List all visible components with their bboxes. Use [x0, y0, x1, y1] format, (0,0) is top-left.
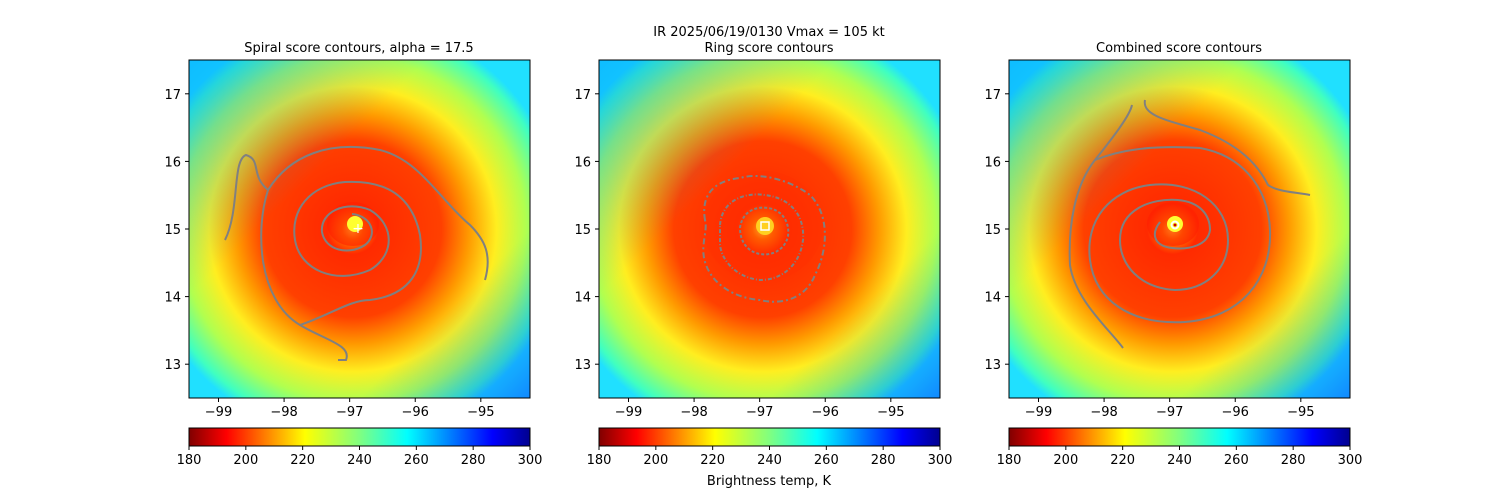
x-tick-label: −97 — [336, 405, 363, 420]
colorbar-tick-label: 220 — [700, 453, 725, 468]
colorbar-tick-label: 180 — [587, 453, 612, 468]
y-tick-label: 17 — [164, 88, 181, 103]
colorbar: 180 200 220 240 260 280 300 — [177, 427, 543, 468]
ring-contour-outer — [702, 174, 826, 303]
y-tick-label: 16 — [984, 155, 1001, 170]
x-tick-label: −98 — [1090, 405, 1117, 420]
panel-title: Ring score contours — [704, 41, 833, 56]
x-tick-label: −97 — [1156, 405, 1183, 420]
y-tick-label: 17 — [984, 88, 1001, 103]
x-axis: −99 −98 −97 −96 −95 — [615, 398, 905, 420]
y-tick-label: 16 — [574, 155, 591, 170]
combined-contour-outer — [1068, 99, 1311, 349]
colorbar-tick-label: 180 — [177, 453, 202, 468]
x-tick-label: −99 — [1025, 405, 1052, 420]
y-tick-label: 13 — [574, 358, 591, 373]
y-axis: 13 14 15 16 17 — [574, 88, 599, 373]
colorbar-tick-label: 200 — [1053, 453, 1078, 468]
ring-contour-middle — [719, 193, 805, 282]
y-tick-label: 15 — [164, 223, 181, 238]
ring-contour-inner — [738, 206, 790, 256]
x-tick-label: −96 — [1222, 405, 1249, 420]
colorbar-tick-label: 300 — [928, 453, 953, 468]
panel-title: Spiral score contours, alpha = 17.5 — [244, 41, 473, 56]
x-tick-label: −95 — [877, 405, 904, 420]
colorbar-tick-label: 220 — [1110, 453, 1135, 468]
x-axis: −99 −98 −97 −96 −95 — [1025, 398, 1315, 420]
colorbar-strip — [598, 427, 941, 447]
colorbar-tick-label: 280 — [871, 453, 896, 468]
colorbar-tick-label: 180 — [997, 453, 1022, 468]
colorbar-tick-label: 260 — [404, 453, 429, 468]
x-tick-label: −96 — [812, 405, 839, 420]
center-circle-marker-core — [1173, 223, 1177, 227]
colorbar-strip — [188, 427, 531, 447]
colorbar-tick-label: 260 — [1224, 453, 1249, 468]
colorbar-tick-label: 220 — [290, 453, 315, 468]
colorbar-tick-label: 240 — [757, 453, 782, 468]
x-tick-label: −97 — [746, 405, 773, 420]
center-square-marker — [760, 221, 770, 231]
panel-combined: Combined score contours −99 −98 −97 −96 −95 … — [984, 41, 1362, 468]
colorbar-label: Brightness temp, K — [707, 474, 832, 489]
x-tick-label: −98 — [680, 405, 707, 420]
x-tick-label: −95 — [467, 405, 494, 420]
y-tick-label: 15 — [984, 223, 1001, 238]
y-tick-label: 16 — [164, 155, 181, 170]
colorbar-tick-label: 260 — [814, 453, 839, 468]
y-tick-label: 17 — [574, 88, 591, 103]
colorbar: 180 200 220 240 260 280 300 — [997, 427, 1363, 468]
center-circle-marker — [1170, 220, 1180, 230]
colorbar-tick-label: 300 — [518, 453, 543, 468]
x-tick-label: −99 — [615, 405, 642, 420]
x-tick-label: −96 — [402, 405, 429, 420]
y-tick-label: 13 — [984, 358, 1001, 373]
spiral-contour-inner — [320, 205, 390, 271]
colorbar-tick-label: 200 — [643, 453, 668, 468]
colorbar-tick-label: 240 — [1167, 453, 1192, 468]
panel-spiral: Spiral score contours, alpha = 17.5 + −9… — [164, 41, 542, 468]
y-tick-label: 14 — [984, 291, 1001, 306]
y-tick-label: 15 — [574, 223, 591, 238]
panel-ring: Ring score contours −99 −98 −97 −96 −95 13 14… — [574, 41, 952, 489]
y-tick-label: 14 — [164, 291, 181, 306]
panel-title: Combined score contours — [1096, 41, 1262, 56]
x-tick-label: −99 — [205, 405, 232, 420]
combined-contour-inner — [1119, 198, 1212, 250]
spiral-contour-mid — [293, 180, 422, 326]
y-tick-label: 14 — [574, 291, 591, 306]
colorbar-tick-label: 240 — [347, 453, 372, 468]
combined-contour-large — [1088, 146, 1272, 324]
colorbar-tick-label: 300 — [1338, 453, 1363, 468]
x-axis: −99 −98 −97 −96 −95 — [205, 398, 495, 420]
colorbar: 180 200 220 240 260 280 300 — [587, 427, 953, 468]
y-axis: 13 14 15 16 17 — [164, 88, 189, 373]
x-tick-label: −98 — [270, 405, 297, 420]
colorbar-strip — [1008, 427, 1351, 447]
colorbar-tick-label: 200 — [233, 453, 258, 468]
center-plus-marker: + — [352, 221, 364, 237]
x-tick-label: −95 — [1287, 405, 1314, 420]
eye — [347, 216, 363, 232]
eye — [756, 217, 774, 235]
figure-suptitle: IR 2025/06/19/0130 Vmax = 105 kt — [653, 25, 884, 40]
spiral-contour-outer — [224, 153, 348, 361]
colorbar-tick-label: 280 — [461, 453, 486, 468]
y-tick-label: 13 — [164, 358, 181, 373]
colorbar-tick-label: 280 — [1281, 453, 1306, 468]
spiral-contour-large — [267, 146, 489, 281]
y-axis: 13 14 15 16 17 — [984, 88, 1009, 373]
